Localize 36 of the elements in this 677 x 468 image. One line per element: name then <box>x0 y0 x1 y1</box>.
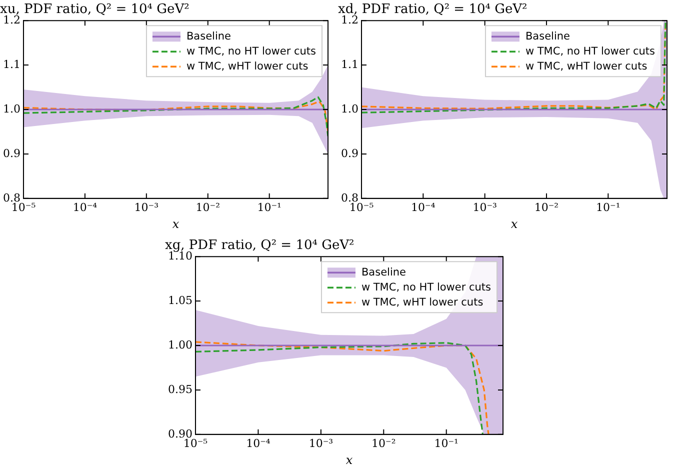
x-tick-label: 10⁻² <box>196 200 220 214</box>
y-tick-label: 1.05 <box>168 294 192 307</box>
legend-label: Baseline <box>186 30 232 42</box>
legend-label: w TMC, no HT lower cuts <box>361 281 492 294</box>
y-tick-label: 0.9 <box>340 146 358 160</box>
legend-label: w TMC, wHT lower cuts <box>525 60 648 72</box>
x-tick-label: 10⁻⁵ <box>183 436 208 450</box>
legend-label: w TMC, wHT lower cuts <box>186 60 308 72</box>
legend-label: w TMC, no HT lower cuts <box>525 45 656 58</box>
x-axis-title: x <box>346 452 353 467</box>
x-axis-title: x <box>172 216 180 231</box>
x-tick-label: 10⁻¹ <box>434 436 458 450</box>
y-tick-label: 1.1 <box>340 58 358 71</box>
x-tick-label: 10⁻² <box>372 436 396 450</box>
x-tick-label: 10⁻⁴ <box>72 200 98 214</box>
y-tick-label: 1.00 <box>168 338 192 352</box>
x-tick-label: 10⁻⁴ <box>411 200 436 214</box>
y-tick-label: 1.1 <box>2 58 20 71</box>
x-tick-label: 10⁻⁵ <box>349 200 374 214</box>
x-tick-label: 10⁻³ <box>472 200 497 214</box>
y-tick-label: 1.0 <box>340 102 358 116</box>
x-tick-label: 10⁻² <box>534 200 559 214</box>
legend-label: w TMC, wHT lower cuts <box>361 296 484 308</box>
x-axis-title: x <box>510 216 518 231</box>
x-tick-label: 10⁻³ <box>308 436 334 450</box>
x-tick-label: 10⁻³ <box>134 200 159 214</box>
legend-label: Baseline <box>361 266 406 278</box>
legend-label: Baseline <box>525 30 570 42</box>
legend-label: w TMC, no HT lower cuts <box>186 45 316 58</box>
x-tick-label: 10⁻¹ <box>257 200 282 214</box>
x-tick-label: 10⁻¹ <box>596 200 620 214</box>
x-tick-label: 10⁻⁴ <box>246 436 271 450</box>
y-tick-label: 0.95 <box>168 382 192 396</box>
x-tick-label: 10⁻⁵ <box>11 200 36 214</box>
y-tick-label: 1.0 <box>2 102 20 116</box>
y-tick-label: 0.9 <box>2 146 20 160</box>
